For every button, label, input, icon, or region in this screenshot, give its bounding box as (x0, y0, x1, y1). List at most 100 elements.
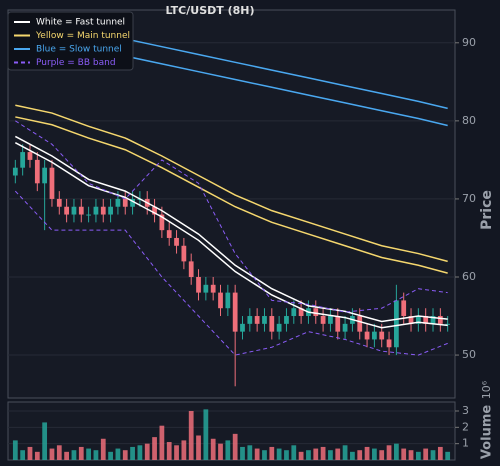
volume-bar (342, 445, 348, 460)
volume-bar (130, 446, 135, 460)
candle-body (284, 316, 289, 324)
volume-tick-label: 1 (462, 437, 469, 450)
volume-bar (254, 448, 260, 460)
candle-body (423, 316, 429, 324)
volume-bar (247, 445, 253, 460)
candle-body (27, 152, 33, 160)
y-tick-label: 90 (462, 36, 476, 49)
grid: 50 60 70 80 90 1 2 3 (8, 36, 476, 450)
volume-bar (71, 450, 77, 460)
volume-bar (64, 451, 70, 460)
y-tick-label: 50 (462, 348, 476, 361)
candle-body (100, 206, 106, 215)
volume-offset: 10⁶ (480, 380, 493, 399)
legend-box (7, 11, 134, 71)
volume-bar (423, 448, 429, 460)
volume-bar (335, 448, 341, 460)
candle-body (342, 323, 348, 332)
volume-bar (232, 433, 238, 460)
volume-tick-label: 3 (462, 404, 469, 417)
candle-body (262, 316, 267, 324)
volume-bar (12, 440, 18, 460)
volume-axis-label: Volume (480, 405, 495, 460)
y-tick-label: 70 (462, 192, 476, 205)
candle-body (225, 292, 231, 309)
candle-body (152, 206, 157, 215)
candle-body (12, 167, 18, 176)
candle-body (415, 316, 421, 324)
candle-body (159, 214, 165, 231)
volume-bar (415, 451, 421, 460)
candle-body (254, 316, 260, 324)
volume-bar (159, 425, 165, 460)
volume-bar (86, 448, 91, 460)
candle-body (401, 300, 407, 317)
volume-tick-label: 2 (462, 420, 469, 433)
candle-body (269, 316, 275, 332)
volume-bar (379, 450, 385, 460)
candle-body (364, 331, 370, 340)
y-axis-label: Price (479, 190, 495, 230)
candle-body (188, 261, 194, 277)
volume-bar (100, 438, 106, 460)
candle-body (42, 167, 48, 184)
volume-bar (166, 442, 172, 460)
candle-body (298, 308, 304, 317)
legend-label: Blue = Slow tunnel (36, 45, 122, 55)
volume-bar (56, 445, 62, 460)
volume-bar (34, 451, 40, 460)
candle-body (86, 214, 91, 216)
volume-bar (357, 450, 363, 460)
chart-title: LTC/USDT (8H) (165, 4, 254, 17)
y-tick-label: 60 (462, 270, 476, 283)
candle-body (445, 323, 451, 325)
volume-bar (328, 450, 333, 460)
candle-body (49, 167, 55, 199)
candle-body (408, 316, 414, 324)
volume-bar (320, 446, 326, 460)
candle-body (78, 206, 84, 215)
volume-bar (437, 446, 443, 460)
tunnel-line (15, 104, 448, 263)
volume-bar (42, 422, 48, 460)
volume-bar (27, 446, 33, 460)
volume-bar (115, 448, 121, 460)
volume-bar (49, 448, 55, 460)
volume-bar (137, 445, 143, 460)
volume-bar (284, 450, 289, 460)
volume-bar (196, 435, 201, 460)
volume-bar (291, 445, 297, 460)
candle-body (20, 152, 26, 168)
candle-body (437, 316, 443, 324)
candle-body (181, 245, 187, 262)
candle-body (64, 206, 70, 215)
volume-bar (269, 446, 275, 460)
candle-body (335, 316, 341, 332)
volume-bar (240, 446, 245, 460)
volume-bar (313, 448, 319, 460)
volume-bar (306, 450, 311, 460)
legend-label: Purple = BB band (36, 58, 116, 68)
tunnel-line (14, 142, 448, 329)
volume-bar (181, 440, 187, 460)
candle-body (328, 316, 333, 324)
volume-bar (225, 440, 231, 460)
volume-bar (78, 446, 84, 460)
candle-body (115, 198, 121, 207)
candle-body (56, 198, 62, 207)
tunnel-line (15, 116, 448, 274)
volume-bar (372, 448, 377, 460)
volume-bar (445, 451, 451, 460)
volume-bar (122, 450, 128, 460)
volume-bar (401, 448, 407, 460)
volume-bar (20, 450, 26, 460)
volume-bar (430, 450, 436, 460)
candle-body (320, 316, 326, 324)
candle-body (379, 331, 385, 340)
volume-bar (350, 451, 355, 460)
volume-bar (262, 450, 267, 460)
candle-body (71, 206, 77, 215)
candle-body (130, 198, 135, 207)
candle-body (247, 316, 253, 324)
